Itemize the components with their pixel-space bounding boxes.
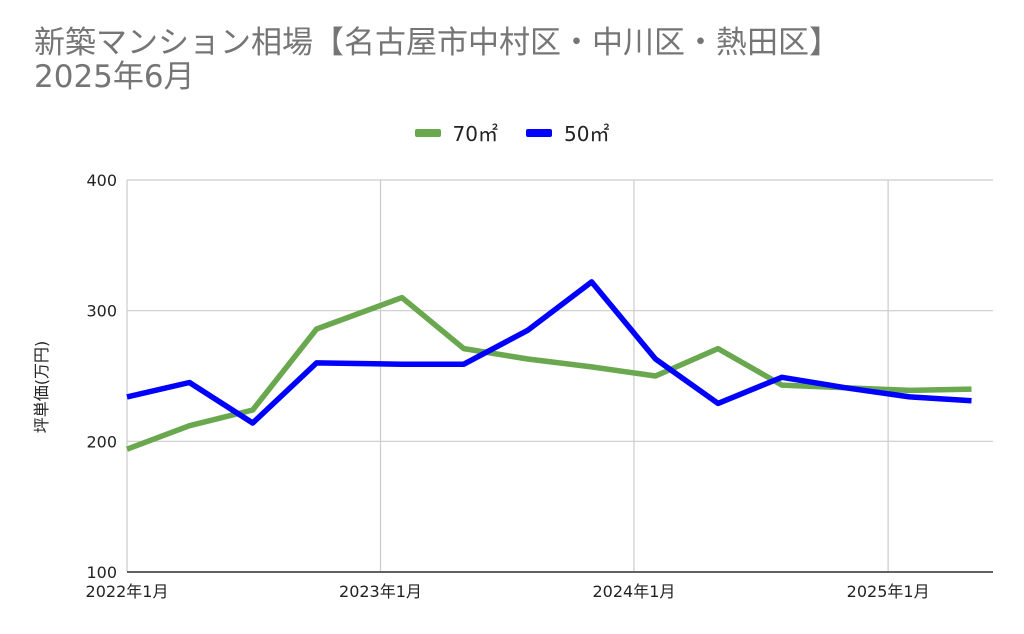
chart-title: 新築マンション相場【名古屋市中村区・中川区・熱田区】 2025年6月 [34, 26, 840, 94]
x-tick-label: 2022年1月 [86, 582, 169, 601]
y-tick-label: 400 [86, 171, 117, 190]
series-lines [126, 279, 972, 452]
y-tick-label: 100 [86, 563, 117, 582]
series-line-50 [126, 279, 972, 426]
chart-title-main: 新築マンション相場【名古屋市中村区・中川区・熱田区】 [34, 25, 840, 61]
legend-item-50[interactable]: 50㎡ [526, 118, 609, 147]
chart-legend: 70㎡ 50㎡ [0, 118, 1024, 147]
legend-swatch-70 [414, 128, 441, 137]
legend-label-70: 70㎡ [452, 122, 498, 146]
legend-swatch-50 [526, 128, 552, 137]
x-tick-label: 2023年1月 [339, 582, 422, 601]
x-tick-label: 2025年1月 [847, 582, 930, 601]
chart-subtitle: 2025年6月 [34, 59, 195, 95]
y-axis-label: 坪単価(万円) [32, 341, 51, 434]
legend-label-50: 50㎡ [564, 122, 610, 146]
series-line-70 [126, 294, 972, 452]
tick-labels: 100 200 300 400 2022年1月 2023年1月 2024年1月 2025年1月 [86, 171, 930, 601]
y-tick-label: 300 [86, 302, 117, 321]
grid-lines [126, 179, 993, 573]
x-tick-label: 2024年1月 [593, 582, 676, 601]
y-tick-label: 200 [86, 432, 117, 451]
legend-item-70[interactable]: 70㎡ [414, 118, 498, 147]
